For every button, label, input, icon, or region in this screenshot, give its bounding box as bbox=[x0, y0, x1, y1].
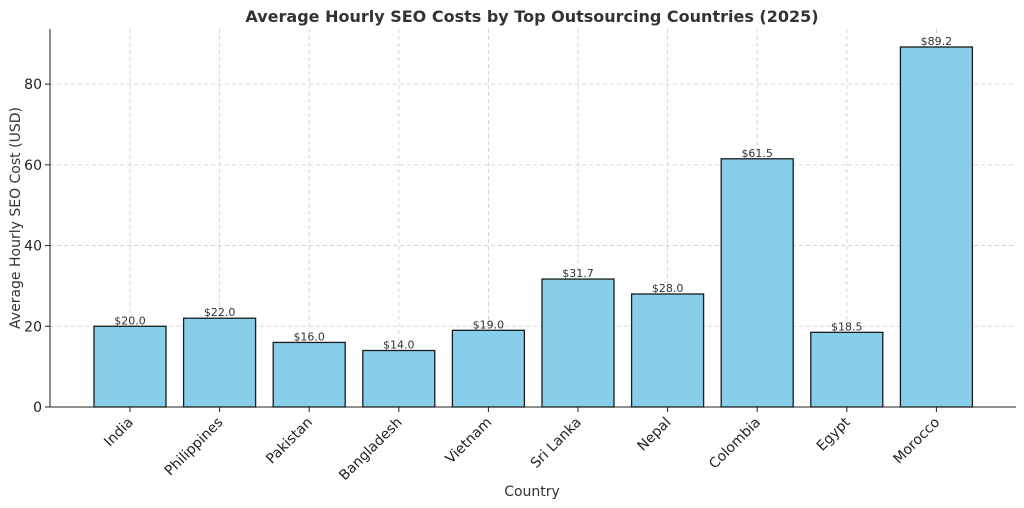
data-label: $22.0 bbox=[204, 306, 236, 319]
bar-nepal bbox=[630, 293, 705, 408]
data-label: $14.0 bbox=[383, 338, 415, 351]
y-tick-label: 80 bbox=[24, 77, 42, 93]
y-axis-label: Average Hourly SEO Cost (USD) bbox=[8, 107, 24, 329]
x-tick-label: Sri Lanka bbox=[528, 415, 585, 472]
x-tick-label: Philippines bbox=[162, 415, 227, 480]
axis-layer: 0 20 40 60 80 India Philippines Pakistan Banglad… bbox=[24, 29, 1016, 484]
y-tick-label: 20 bbox=[24, 319, 42, 335]
bar-colombia bbox=[720, 158, 794, 408]
data-label: $89.2 bbox=[921, 35, 953, 48]
bar-egypt bbox=[810, 331, 884, 408]
data-label-layer: $20.0 $22.0 $16.0 $14.0 $19.0 $31.7 $28.0 $61.5… bbox=[114, 35, 952, 351]
bar-pakistan bbox=[272, 341, 346, 408]
x-tick-label: Egypt bbox=[814, 414, 854, 454]
bar-layer bbox=[93, 46, 974, 408]
y-tick-label: 0 bbox=[33, 400, 42, 416]
x-axis-label: Country bbox=[504, 484, 560, 500]
y-tick-label: 40 bbox=[24, 239, 42, 255]
chart-title: Average Hourly SEO Costs by Top Outsourc… bbox=[245, 7, 818, 26]
x-tick-label: Vietnam bbox=[443, 415, 496, 468]
y-tick-label: 60 bbox=[24, 158, 42, 174]
data-label: $31.7 bbox=[562, 267, 594, 280]
data-label: $19.0 bbox=[473, 318, 505, 331]
data-label: $28.0 bbox=[652, 282, 684, 295]
x-tick-label: Pakistan bbox=[263, 415, 316, 468]
x-tick-label: Bangladesh bbox=[336, 415, 405, 484]
x-tick-label: Nepal bbox=[635, 415, 675, 455]
bar-morocco bbox=[899, 46, 974, 408]
x-tick-label: Colombia bbox=[706, 415, 764, 473]
data-label: $18.5 bbox=[831, 320, 863, 333]
bar-bangladesh bbox=[362, 349, 436, 408]
data-label: $61.5 bbox=[741, 147, 773, 160]
bar-india bbox=[93, 325, 167, 408]
bar-philippines bbox=[182, 317, 257, 408]
data-label: $20.0 bbox=[114, 314, 146, 327]
bar-vietnam bbox=[451, 329, 526, 408]
x-tick-label: Morocco bbox=[890, 415, 943, 468]
x-tick-label: India bbox=[101, 415, 137, 451]
bar-sri-lanka bbox=[541, 278, 615, 408]
data-label: $16.0 bbox=[293, 330, 325, 343]
